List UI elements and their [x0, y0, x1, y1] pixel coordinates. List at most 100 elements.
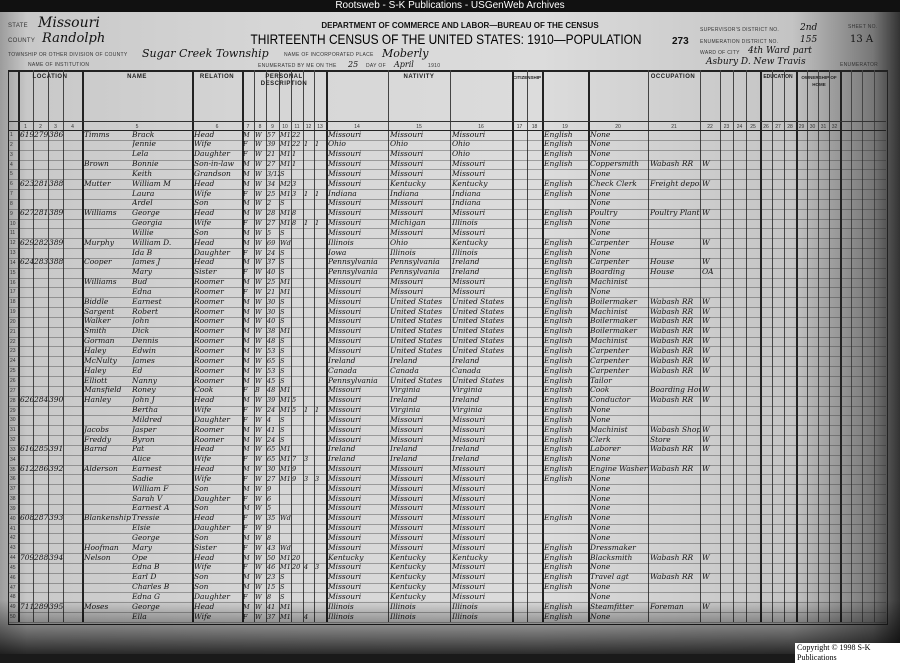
cell-language: English	[544, 326, 573, 336]
row-divider	[8, 208, 886, 210]
cell-birthplace: Missouri	[328, 326, 362, 336]
cell-given-name: Elsie	[132, 523, 151, 533]
cell-marital-status: S	[280, 268, 285, 277]
cell-marital-status: M1	[280, 327, 291, 336]
cell-mother-birthplace: Ireland	[452, 257, 480, 267]
cell-mother-birthplace: Missouri	[452, 159, 486, 169]
cell-marital-status: M1	[280, 406, 291, 415]
cell-relation: Head	[194, 178, 215, 188]
cell-marital-status: S	[280, 297, 285, 306]
cell-family-number: 388	[49, 178, 63, 188]
cell-given-name: Ed	[132, 365, 143, 375]
cell-occupation: None	[590, 218, 611, 228]
column-number: 4	[71, 124, 74, 130]
cell-sex: M	[243, 573, 250, 582]
column-divider	[242, 70, 244, 622]
cell-employer-class: W	[702, 326, 710, 336]
cell-surname: Timms	[84, 129, 110, 139]
cell-age: 35	[267, 514, 276, 523]
cell-given-name: Dick	[132, 326, 150, 336]
cell-mother-birthplace: United States	[452, 316, 505, 326]
column-number: 26	[763, 124, 769, 130]
cell-given-name: Jasper	[132, 424, 157, 434]
cell-age: 8	[267, 533, 272, 542]
cell-children-born: 1	[304, 140, 309, 149]
cell-relation: Son	[194, 227, 209, 237]
cell-relation: Head	[194, 237, 215, 247]
column-number: 29	[798, 124, 805, 130]
cell-language: English	[544, 434, 573, 444]
cell-marital-status: M1	[280, 445, 291, 454]
cell-birthplace: Missouri	[328, 572, 362, 582]
cell-employer-class: W	[702, 552, 710, 562]
cell-occupation: None	[590, 286, 611, 296]
cell-occupation: None	[590, 582, 611, 592]
cell-mother-birthplace: Kentucky	[452, 178, 488, 188]
cell-given-name: Earnest	[132, 464, 162, 474]
cell-given-name: Edna G	[132, 591, 160, 601]
cell-birthplace: Missouri	[328, 129, 362, 139]
cell-occupation: Tailor	[590, 375, 612, 385]
row-divider	[8, 395, 886, 397]
cell-race: W	[255, 140, 262, 149]
cell-father-birthplace: Michigan	[390, 218, 426, 228]
cell-race: B	[255, 386, 260, 395]
cell-years-married: 9	[292, 474, 297, 483]
group-name: NAME	[127, 74, 147, 80]
copyright-notice: Copyright © 1998 S-K Publications	[795, 643, 900, 663]
line-number: 11	[10, 230, 16, 237]
county-label: County	[8, 38, 36, 44]
cell-industry: Wabash RR	[650, 296, 694, 306]
cell-children-born: 1	[304, 406, 309, 415]
group-citizenship: CITIZENSHIP	[512, 75, 541, 80]
cell-birthplace: Missouri	[328, 473, 362, 483]
cell-marital-status: M1	[280, 219, 291, 228]
cell-surname: Gorman	[84, 336, 115, 346]
cell-relation: Roomer	[194, 355, 224, 365]
cell-race: W	[255, 278, 262, 287]
cell-employer-class: W	[702, 178, 710, 188]
cell-occupation: Check Clerk	[590, 178, 637, 188]
cell-employer-class: W	[702, 434, 710, 444]
cell-age: 21	[267, 287, 276, 296]
cell-mother-birthplace: Missouri	[452, 483, 486, 493]
cell-marital-status: M1	[280, 455, 291, 464]
column-number: 18	[531, 124, 538, 130]
cell-marital-status: S	[280, 573, 285, 582]
cell-father-birthplace: United States	[390, 345, 443, 355]
cell-given-name: George	[132, 532, 160, 542]
column-number: 6	[215, 124, 219, 130]
cell-dwelling-number: 283	[34, 257, 48, 267]
cell-relation: Roomer	[194, 336, 224, 346]
cell-house-number: 608	[20, 513, 34, 523]
ward-value: 4th Ward part	[748, 46, 812, 56]
cell-birthplace: Missouri	[328, 345, 362, 355]
cell-birthplace: Missouri	[328, 218, 362, 228]
cell-occupation: Coppersmith	[590, 159, 640, 169]
cell-given-name: John J	[132, 395, 155, 405]
row-divider	[8, 366, 886, 368]
cell-language: English	[544, 188, 573, 198]
cell-race: W	[255, 592, 262, 601]
cell-birthplace: Ohio	[328, 139, 346, 149]
cell-birthplace: Kentucky	[328, 552, 364, 562]
line-number: 20	[10, 318, 16, 325]
cell-mother-birthplace: Missouri	[452, 532, 486, 542]
cell-sex: M	[243, 297, 250, 306]
cell-sex: F	[243, 592, 248, 601]
cell-race: W	[255, 238, 262, 247]
cell-sex: F	[243, 248, 248, 257]
cell-birthplace: Missouri	[328, 316, 362, 326]
cell-race: W	[255, 248, 262, 257]
cell-age: 25	[267, 278, 276, 287]
cell-family-number: 386	[49, 129, 63, 139]
line-number: 5	[10, 171, 13, 178]
cell-relation: Grandson	[194, 168, 231, 178]
cell-years-married: 1	[292, 160, 297, 169]
cell-mother-birthplace: Missouri	[452, 129, 486, 139]
header-divider	[8, 121, 886, 122]
row-divider	[8, 592, 886, 594]
cell-relation: Son	[194, 582, 209, 592]
column-divider	[818, 70, 819, 622]
cell-given-name: Bertha	[132, 405, 158, 415]
